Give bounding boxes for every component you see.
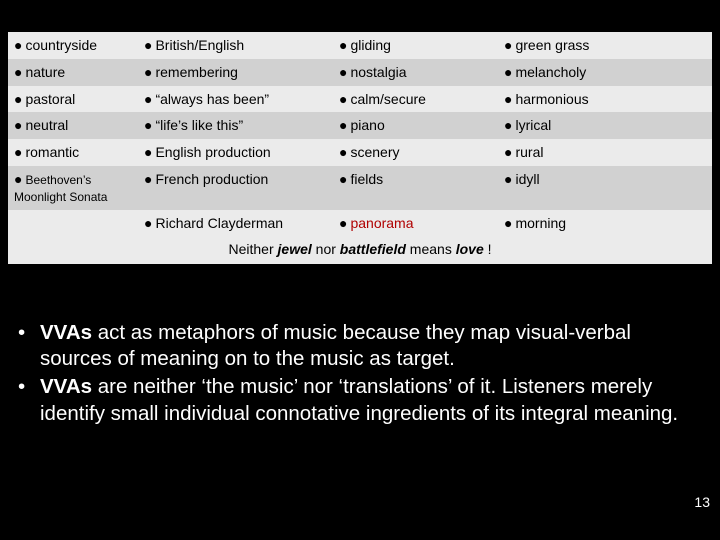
slide: ●countryside●British/English●gliding●gre…: [0, 0, 720, 540]
table-cell: ●panorama: [333, 210, 498, 237]
bullets-area: • VVAs act as metaphors of music because…: [18, 320, 702, 429]
table-cell: ●nature: [8, 59, 138, 86]
table-cell: ●“always has been”: [138, 86, 333, 113]
table-container: ●countryside●British/English●gliding●gre…: [8, 32, 712, 264]
table-cell: ●countryside: [8, 32, 138, 59]
table-row: ●Richard Clayderman●panorama●morning: [8, 210, 712, 237]
page-number: 13: [694, 494, 710, 510]
table-footer-row: Neither jewel nor battlefield means love…: [8, 236, 712, 264]
table-cell: ●lyrical: [498, 112, 712, 139]
bullet-item: • VVAs are neither ‘the music’ nor ‘tran…: [18, 374, 702, 426]
table-row: ●countryside●British/English●gliding●gre…: [8, 32, 712, 59]
table-cell: ●Beethoven’s Moonlight Sonata: [8, 166, 138, 210]
table-cell: ●green grass: [498, 32, 712, 59]
table-cell: [8, 210, 138, 237]
bullets-list: • VVAs act as metaphors of music because…: [18, 320, 702, 427]
table-cell: ●melancholy: [498, 59, 712, 86]
table-row: ●pastoral●“always has been”●calm/secure●…: [8, 86, 712, 113]
table-row: ●nature●remembering●nostalgia●melancholy: [8, 59, 712, 86]
table-cell: ●French production: [138, 166, 333, 210]
table-footer-note: Neither jewel nor battlefield means love…: [8, 236, 712, 264]
bullet-item: • VVAs act as metaphors of music because…: [18, 320, 702, 372]
table-cell: ●neutral: [8, 112, 138, 139]
table-row: ●romantic●English production●scenery●rur…: [8, 139, 712, 166]
table-cell: ●romantic: [8, 139, 138, 166]
table-cell: ●piano: [333, 112, 498, 139]
table-cell: ●Richard Clayderman: [138, 210, 333, 237]
table-cell: ●fields: [333, 166, 498, 210]
table-cell: ●rural: [498, 139, 712, 166]
table-cell: ●scenery: [333, 139, 498, 166]
table-cell: ●English production: [138, 139, 333, 166]
table-cell: ●idyll: [498, 166, 712, 210]
table-cell: ●harmonious: [498, 86, 712, 113]
table-cell: ●nostalgia: [333, 59, 498, 86]
table-cell: ●pastoral: [8, 86, 138, 113]
table-cell: ●calm/secure: [333, 86, 498, 113]
vva-table: ●countryside●British/English●gliding●gre…: [8, 32, 712, 264]
table-cell: ●British/English: [138, 32, 333, 59]
table-cell: ●“life’s like this”: [138, 112, 333, 139]
table-row: ●Beethoven’s Moonlight Sonata●French pro…: [8, 166, 712, 210]
table-cell: ●gliding: [333, 32, 498, 59]
table-cell: ●morning: [498, 210, 712, 237]
table-row: ●neutral●“life’s like this”●piano●lyrica…: [8, 112, 712, 139]
table-cell: ●remembering: [138, 59, 333, 86]
